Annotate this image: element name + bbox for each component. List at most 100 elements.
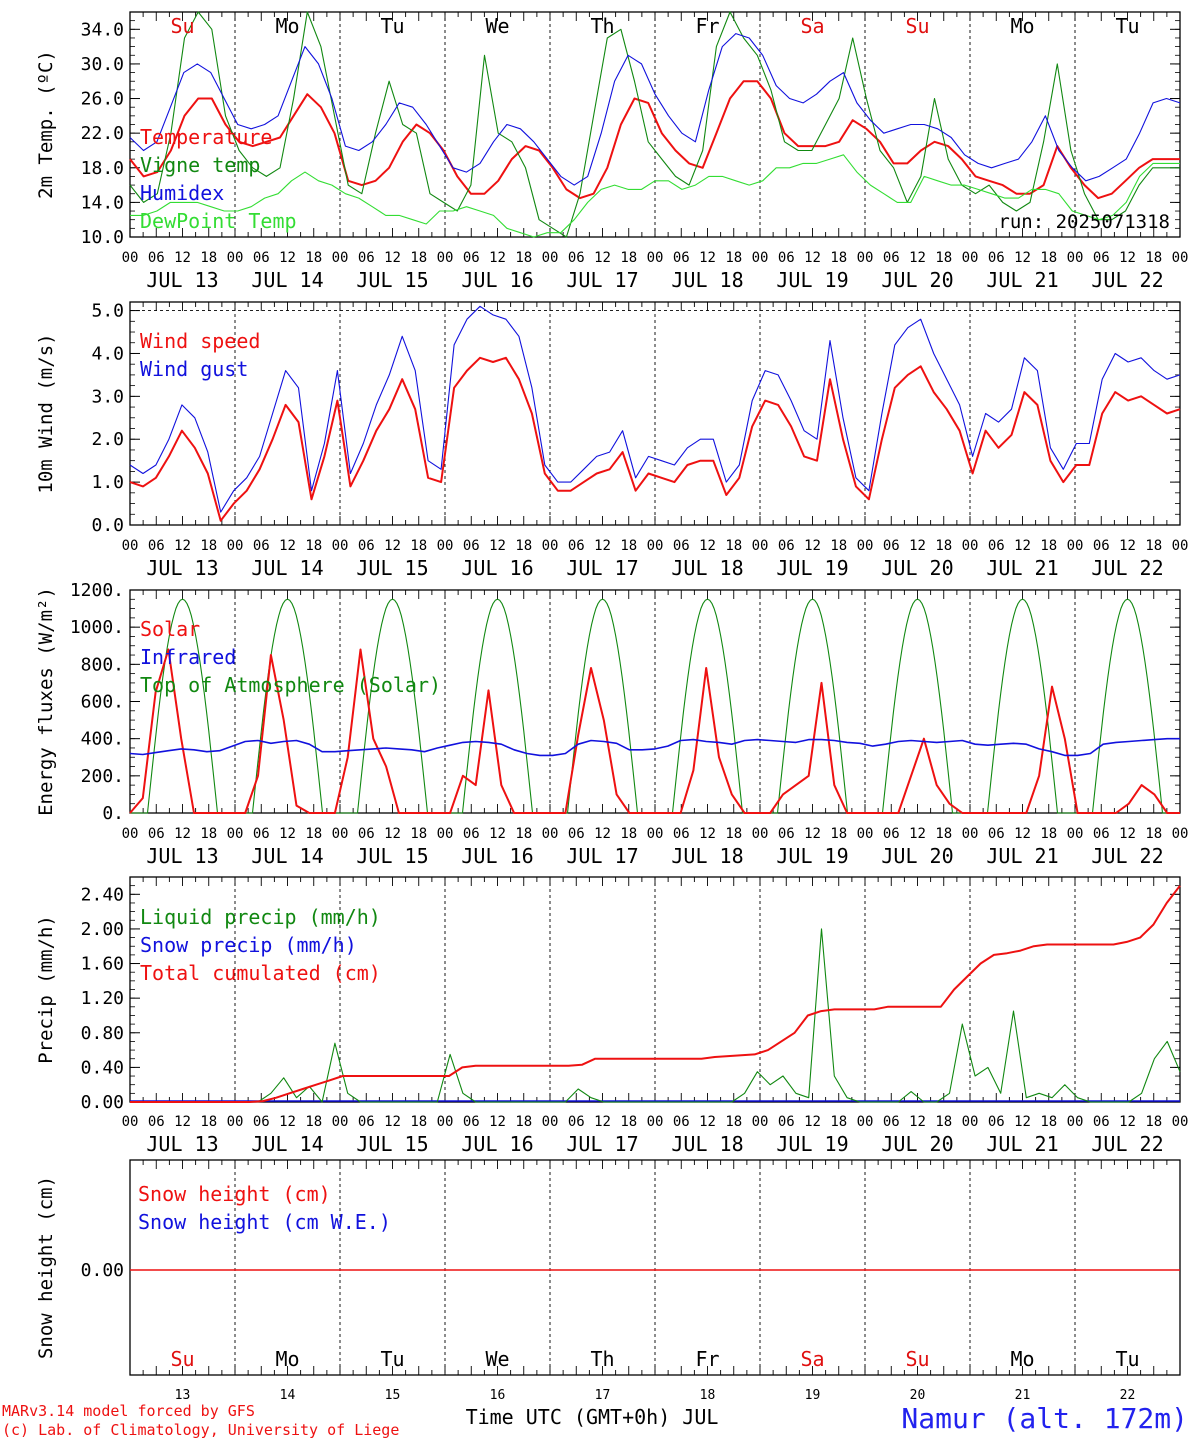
hour-tick-label: 18 xyxy=(305,250,322,266)
hour-tick-label: 18 xyxy=(725,538,742,554)
hour-tick-label: 06 xyxy=(1093,538,1110,554)
hour-tick-label: 12 xyxy=(699,250,716,266)
day-label: JUL 21 xyxy=(986,556,1058,580)
run-label: run: 2025071318 xyxy=(998,211,1170,233)
day-number: 16 xyxy=(490,1388,506,1403)
series-vigne-temp xyxy=(129,11,1180,238)
y-tick-label: 400. xyxy=(81,729,124,750)
day-label: JUL 15 xyxy=(356,268,428,292)
hour-tick-label: 12 xyxy=(1119,538,1136,554)
hour-tick-label: 12 xyxy=(174,250,191,266)
y-tick-label: 2.0 xyxy=(91,429,124,450)
hour-tick-label: 06 xyxy=(988,826,1005,842)
hour-tick-label: 06 xyxy=(253,250,270,266)
hour-tick-label: 18 xyxy=(620,1114,637,1130)
y-axis-label: Precip (mm/h) xyxy=(35,915,57,1064)
hour-tick-label: 12 xyxy=(279,538,296,554)
hour-tick-label: 06 xyxy=(673,538,690,554)
day-label: JUL 13 xyxy=(146,1132,218,1156)
panel-frame-3 xyxy=(129,589,1181,814)
hour-tick-label: 00 xyxy=(437,1114,454,1130)
hour-tick-label: 12 xyxy=(1014,250,1031,266)
day-label: JUL 20 xyxy=(881,556,953,580)
day-label: JUL 17 xyxy=(566,844,638,868)
hour-tick-label: 00 xyxy=(1067,826,1084,842)
hour-tick-label: 12 xyxy=(804,826,821,842)
y-tick-label: 3.0 xyxy=(91,386,124,407)
hour-tick-label: 12 xyxy=(279,1114,296,1130)
series-solar xyxy=(129,648,1180,814)
hour-tick-label: 18 xyxy=(515,250,532,266)
day-label: JUL 20 xyxy=(881,268,953,292)
legend-entry: Wind speed xyxy=(140,329,260,353)
y-tick-label: 2.00 xyxy=(81,919,124,940)
hour-tick-label: 06 xyxy=(358,538,375,554)
hour-tick-label: 00 xyxy=(437,826,454,842)
series-wind-speed xyxy=(129,356,1181,522)
hour-tick-label: 18 xyxy=(830,1114,847,1130)
hour-tick-label: 00 xyxy=(332,1114,349,1130)
hour-tick-label: 06 xyxy=(1093,826,1110,842)
series-temperature xyxy=(129,80,1180,200)
weekday-label: Tu xyxy=(1115,1347,1139,1371)
x-axis-label: Time UTC (GMT+0h) JUL xyxy=(466,1405,719,1429)
y-tick-label: 10.0 xyxy=(81,227,124,248)
hour-tick-label: 00 xyxy=(752,1114,769,1130)
weekday-label: Su xyxy=(905,1347,929,1371)
y-tick-label: 800. xyxy=(81,654,124,675)
hour-tick-label: 12 xyxy=(804,250,821,266)
hour-tick-label: 00 xyxy=(857,1114,874,1130)
hour-tick-label: 18 xyxy=(620,538,637,554)
hour-tick-label: 00 xyxy=(122,538,139,554)
y-tick-label: 34.0 xyxy=(81,19,124,40)
series-infrared xyxy=(129,737,1180,757)
hour-tick-label: 12 xyxy=(279,250,296,266)
hour-tick-label: 18 xyxy=(200,826,217,842)
y-tick-label: 0.00 xyxy=(81,1092,124,1113)
day-label: JUL 22 xyxy=(1091,1132,1163,1156)
weekday-label: Su xyxy=(905,14,929,38)
station-label: Namur (alt. 172m) xyxy=(901,1402,1188,1435)
hour-tick-label: 18 xyxy=(830,538,847,554)
hour-tick-label: 12 xyxy=(909,826,926,842)
hour-tick-label: 12 xyxy=(699,538,716,554)
hour-tick-label: 12 xyxy=(489,538,506,554)
hour-tick-label: 00 xyxy=(542,250,559,266)
day-label: JUL 13 xyxy=(146,556,218,580)
hour-tick-label: 12 xyxy=(279,826,296,842)
day-label: JUL 21 xyxy=(986,844,1058,868)
day-label: JUL 19 xyxy=(776,556,848,580)
hour-tick-label: 00 xyxy=(647,250,664,266)
hour-tick-label: 12 xyxy=(594,538,611,554)
hour-tick-label: 12 xyxy=(699,1114,716,1130)
hour-tick-label: 06 xyxy=(778,826,795,842)
day-label: JUL 20 xyxy=(881,1132,953,1156)
weekday-label: Mo xyxy=(1010,1347,1034,1371)
hour-tick-label: 18 xyxy=(935,826,952,842)
hour-tick-label: 00 xyxy=(542,538,559,554)
y-tick-label: 0.0 xyxy=(91,515,124,536)
y-tick-label: 0.00 xyxy=(81,1260,124,1281)
y-tick-label: 1.0 xyxy=(91,472,124,493)
hour-tick-label: 00 xyxy=(332,250,349,266)
y-axis-label: Energy fluxes (W/m²) xyxy=(35,587,57,816)
weekday-label: We xyxy=(485,14,509,38)
hour-tick-label: 06 xyxy=(148,826,165,842)
legend-entry: Snow height (cm W.E.) xyxy=(138,1210,391,1234)
hour-tick-label: 00 xyxy=(227,538,244,554)
hour-tick-label: 18 xyxy=(1145,538,1162,554)
weekday-label: Tu xyxy=(380,14,404,38)
y-tick-label: 14.0 xyxy=(81,192,124,213)
footer-model: MARv3.14 model forced by GFS xyxy=(2,1402,255,1420)
hour-tick-label: 06 xyxy=(778,1114,795,1130)
day-number: 15 xyxy=(385,1388,401,1403)
series-total-cumulated-cm- xyxy=(130,885,1181,1103)
hour-tick-label: 18 xyxy=(410,1114,427,1130)
hour-tick-label: 12 xyxy=(384,826,401,842)
hour-tick-label: 06 xyxy=(253,1114,270,1130)
day-label: JUL 18 xyxy=(671,1132,743,1156)
hour-tick-label: 18 xyxy=(725,1114,742,1130)
y-tick-label: 26.0 xyxy=(81,89,124,110)
hour-tick-label: 12 xyxy=(909,1114,926,1130)
y-tick-label: 5.0 xyxy=(91,301,124,322)
